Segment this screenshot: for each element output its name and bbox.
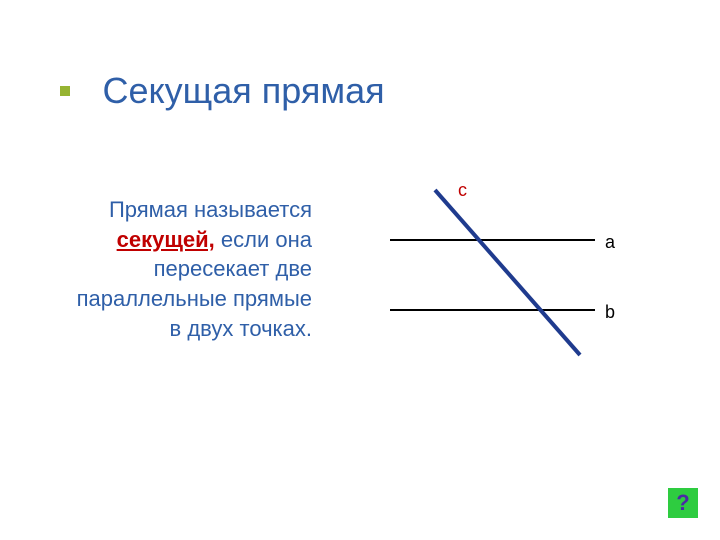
- definition-emphasis: секущей,: [117, 227, 215, 252]
- definition-pre: Прямая называется: [109, 197, 312, 222]
- title-bullet: [60, 86, 70, 96]
- slide-title: Секущая прямая: [102, 70, 384, 112]
- line-label-c: c: [458, 180, 467, 201]
- line-label-a: a: [605, 232, 615, 253]
- title-block: Секущая прямая: [60, 70, 385, 112]
- line-c: [435, 190, 580, 355]
- line-label-b: b: [605, 302, 615, 323]
- definition-text: Прямая называется секущей, если она пере…: [62, 195, 312, 343]
- secant-diagram: a b c: [380, 170, 640, 400]
- help-button[interactable]: ?: [668, 488, 698, 518]
- diagram-svg: [380, 170, 640, 400]
